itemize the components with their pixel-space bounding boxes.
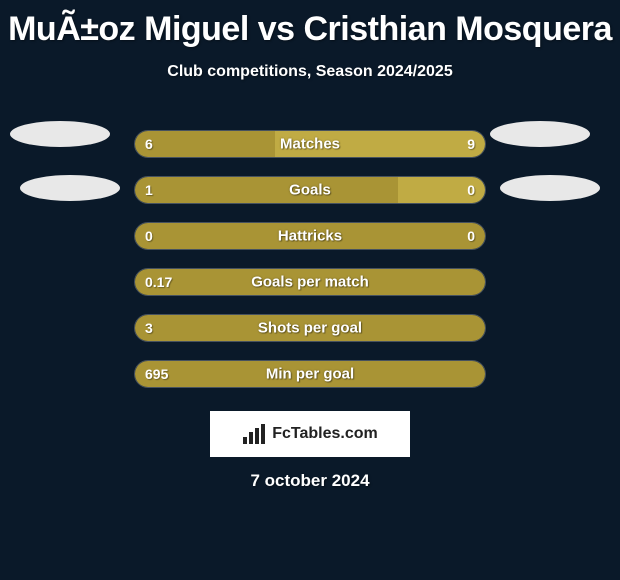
- stat-row: Goals per match 0.17: [0, 259, 620, 305]
- stat-value-left: 6: [145, 136, 153, 152]
- stat-label: Shots per goal: [258, 320, 362, 337]
- stat-row: Hattricks 0 0: [0, 213, 620, 259]
- stat-value-left: 0: [145, 228, 153, 244]
- subtitle: Club competitions, Season 2024/2025: [0, 63, 620, 81]
- stat-bar-track: Min per goal 695: [134, 360, 486, 388]
- stat-bar-track: Matches 6 9: [134, 130, 486, 158]
- stat-value-right: 0: [467, 182, 475, 198]
- stat-label: Min per goal: [266, 366, 354, 383]
- stat-value-left: 3: [145, 320, 153, 336]
- stat-label: Goals per match: [251, 274, 369, 291]
- stat-value-left: 1: [145, 182, 153, 198]
- logo-text: FcTables.com: [272, 425, 378, 443]
- stat-bar-left: [135, 131, 275, 157]
- stat-label: Matches: [280, 136, 340, 153]
- stat-value-left: 0.17: [145, 274, 172, 290]
- stat-value-left: 695: [145, 366, 168, 382]
- stat-label: Goals: [289, 182, 331, 199]
- date-label: 7 october 2024: [0, 471, 620, 491]
- bars-icon: [242, 423, 268, 445]
- stat-row: Min per goal 695: [0, 351, 620, 397]
- fctables-logo: FcTables.com: [210, 411, 410, 457]
- stat-bar-track: Shots per goal 3: [134, 314, 486, 342]
- stat-bar-track: Hattricks 0 0: [134, 222, 486, 250]
- stat-row: Matches 6 9: [0, 121, 620, 167]
- stat-bar-track: Goals 1 0: [134, 176, 486, 204]
- stat-bar-track: Goals per match 0.17: [134, 268, 486, 296]
- stat-value-right: 0: [467, 228, 475, 244]
- stat-label: Hattricks: [278, 228, 342, 245]
- stat-row: Goals 1 0: [0, 167, 620, 213]
- comparison-chart: Matches 6 9 Goals 1 0 Hattricks 0 0 Goals per mat…: [0, 121, 620, 397]
- page-title: MuÃ±oz Miguel vs Cristhian Mosquera: [0, 0, 620, 49]
- stat-value-right: 9: [467, 136, 475, 152]
- stat-bar-left: [135, 177, 398, 203]
- stat-row: Shots per goal 3: [0, 305, 620, 351]
